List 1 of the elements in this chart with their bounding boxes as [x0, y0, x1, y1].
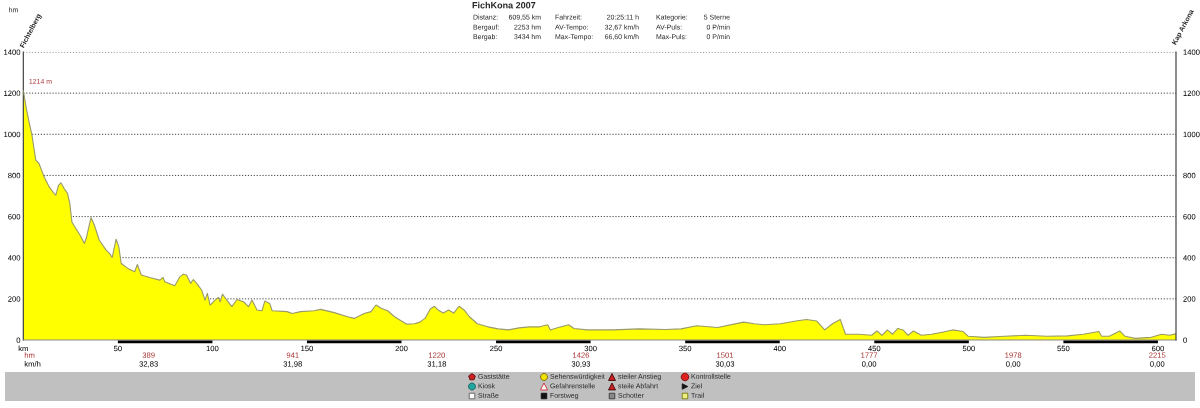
chart-title: FichKona 2007 [472, 1, 536, 9]
